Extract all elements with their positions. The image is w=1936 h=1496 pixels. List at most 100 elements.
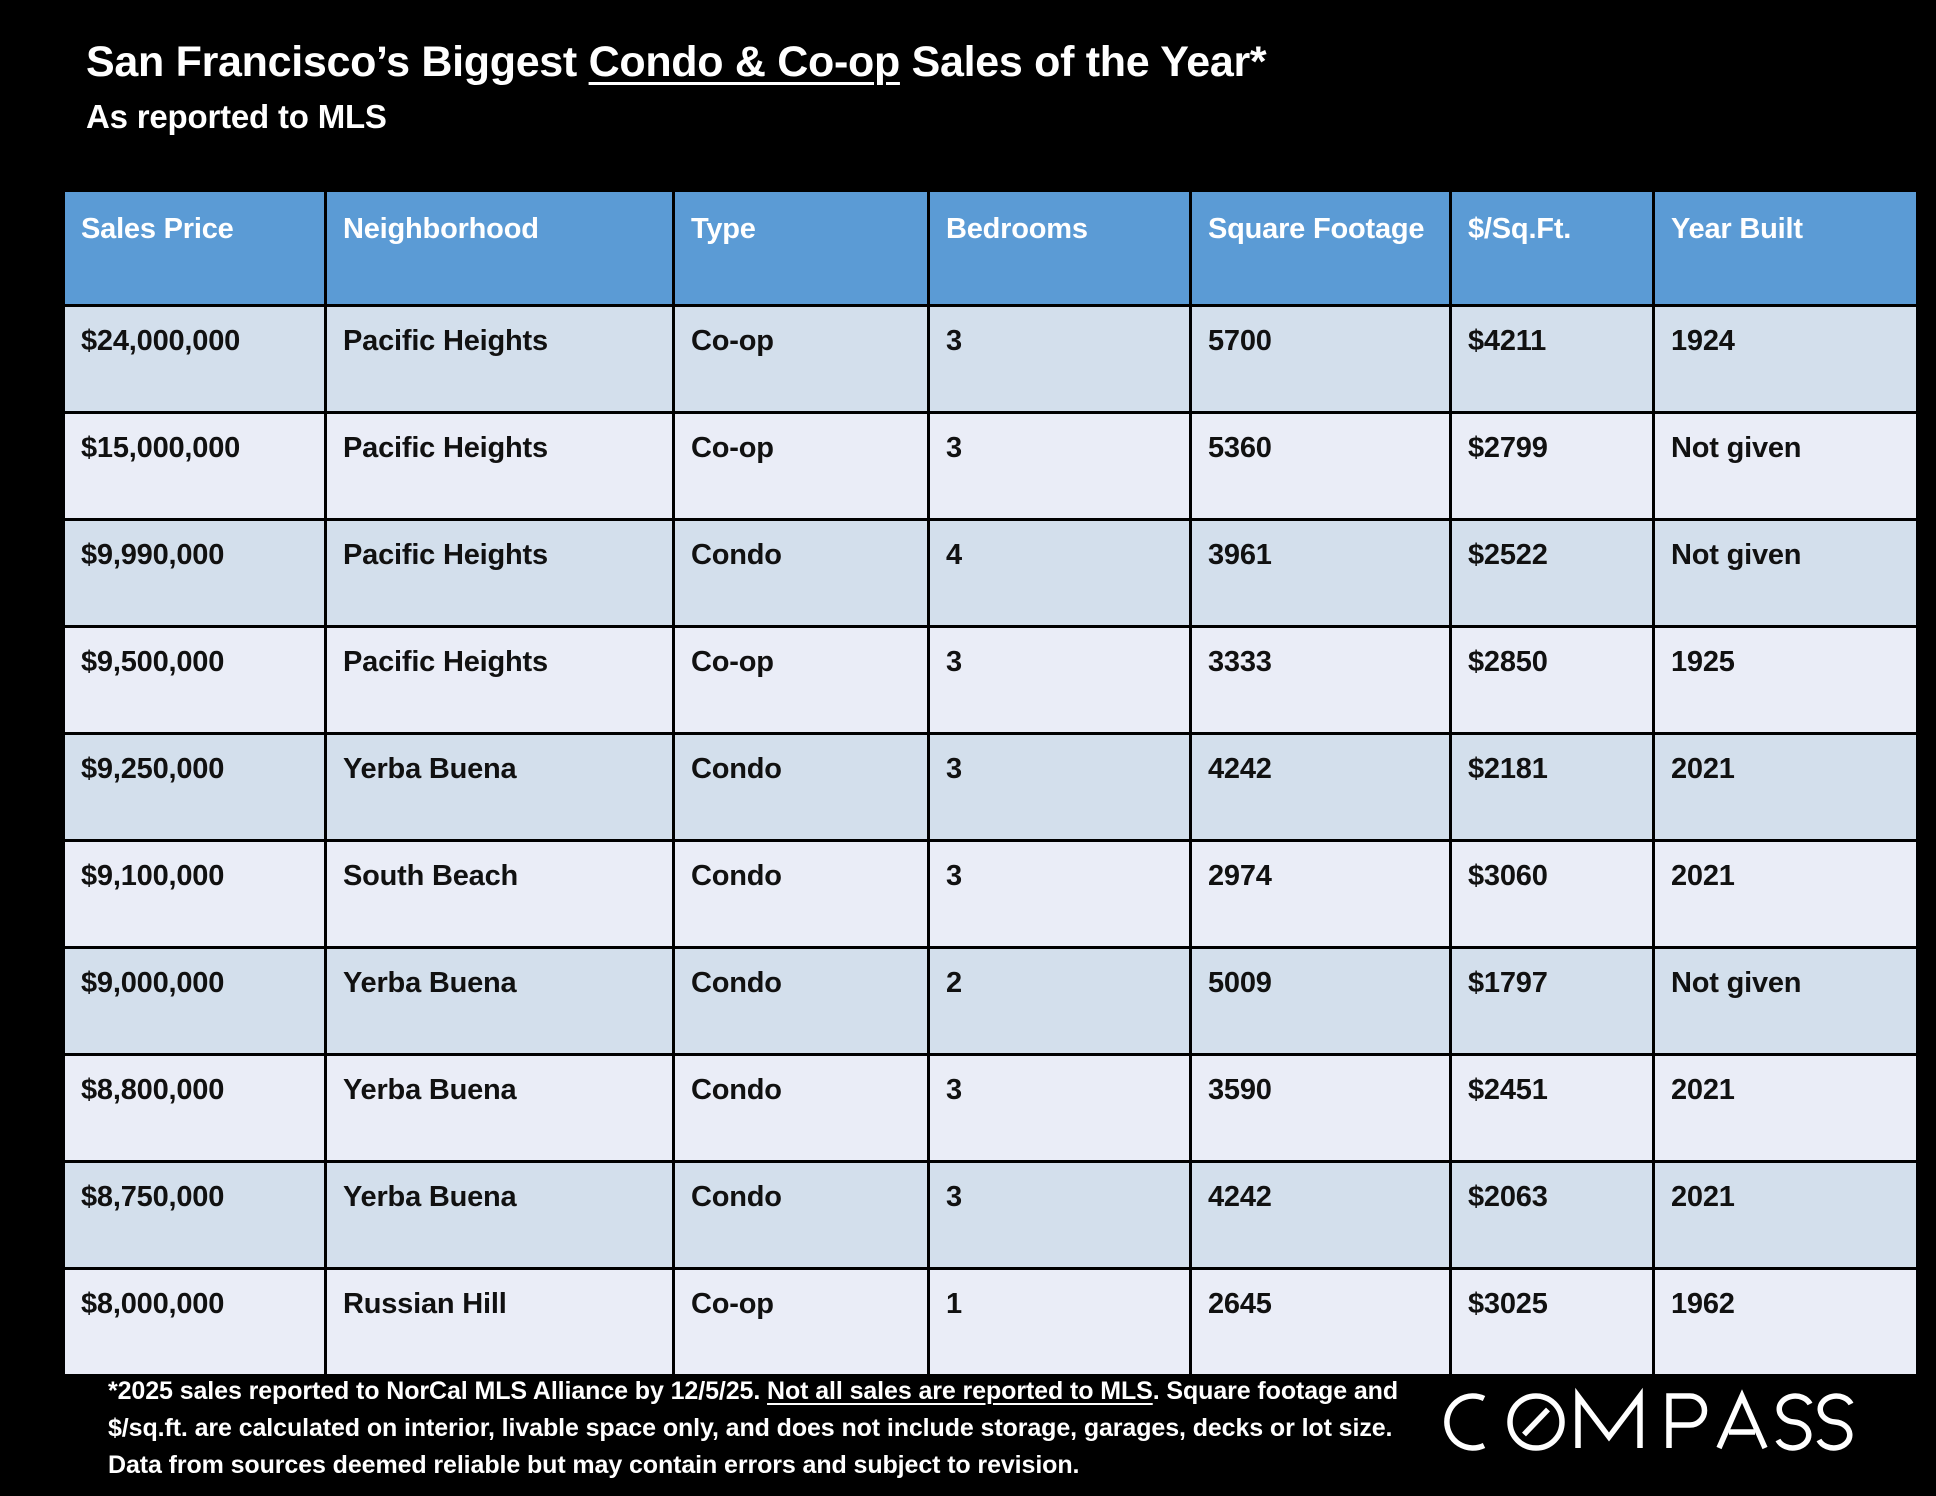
cell-neighborhood: Yerba Buena xyxy=(327,1056,672,1160)
table-row: $9,000,000 Yerba Buena Condo 2 5009 $179… xyxy=(65,949,1916,1053)
cell-sales-price: $8,000,000 xyxy=(65,1270,324,1374)
cell-bedrooms: 3 xyxy=(930,1056,1189,1160)
footnote: *2025 sales reported to NorCal MLS Allia… xyxy=(108,1373,1398,1483)
cell-neighborhood: Yerba Buena xyxy=(327,949,672,1053)
column-header-year-built[interactable]: Year Built xyxy=(1655,192,1916,304)
sales-table-container: Sales Price Neighborhood Type Bedrooms S… xyxy=(62,189,1916,1377)
cell-bedrooms: 1 xyxy=(930,1270,1189,1374)
cell-square-footage: 2645 xyxy=(1192,1270,1449,1374)
cell-bedrooms: 3 xyxy=(930,307,1189,411)
cell-year-built: Not given xyxy=(1655,521,1916,625)
table-row: $9,100,000 South Beach Condo 3 2974 $306… xyxy=(65,842,1916,946)
cell-year-built: 2021 xyxy=(1655,842,1916,946)
compass-logo xyxy=(1437,1382,1857,1464)
cell-price-per-sqft: $2850 xyxy=(1452,628,1652,732)
cell-square-footage: 3590 xyxy=(1192,1056,1449,1160)
table-row: $8,800,000 Yerba Buena Condo 3 3590 $245… xyxy=(65,1056,1916,1160)
cell-type: Condo xyxy=(675,842,927,946)
cell-year-built: 2021 xyxy=(1655,1163,1916,1267)
column-header-type[interactable]: Type xyxy=(675,192,927,304)
cell-neighborhood: South Beach xyxy=(327,842,672,946)
cell-bedrooms: 3 xyxy=(930,628,1189,732)
table-row: $8,000,000 Russian Hill Co-op 1 2645 $30… xyxy=(65,1270,1916,1374)
cell-type: Condo xyxy=(675,1163,927,1267)
cell-price-per-sqft: $2063 xyxy=(1452,1163,1652,1267)
table-row: $15,000,000 Pacific Heights Co-op 3 5360… xyxy=(65,414,1916,518)
cell-neighborhood: Yerba Buena xyxy=(327,1163,672,1267)
cell-price-per-sqft: $2181 xyxy=(1452,735,1652,839)
cell-sales-price: $24,000,000 xyxy=(65,307,324,411)
column-header-price-per-sqft[interactable]: $/Sq.Ft. xyxy=(1452,192,1652,304)
cell-type: Condo xyxy=(675,735,927,839)
cell-sales-price: $9,500,000 xyxy=(65,628,324,732)
cell-sales-price: $15,000,000 xyxy=(65,414,324,518)
table-row: $24,000,000 Pacific Heights Co-op 3 5700… xyxy=(65,307,1916,411)
cell-sales-price: $8,750,000 xyxy=(65,1163,324,1267)
page-subtitle: As reported to MLS xyxy=(86,98,387,136)
title-block: San Francisco’s Biggest Condo & Co-op Sa… xyxy=(86,38,1586,136)
cell-price-per-sqft: $2799 xyxy=(1452,414,1652,518)
cell-square-footage: 3961 xyxy=(1192,521,1449,625)
column-header-square-footage[interactable]: Square Footage xyxy=(1192,192,1449,304)
cell-square-footage: 3333 xyxy=(1192,628,1449,732)
cell-price-per-sqft: $2522 xyxy=(1452,521,1652,625)
cell-square-footage: 5700 xyxy=(1192,307,1449,411)
table-row: $8,750,000 Yerba Buena Condo 3 4242 $206… xyxy=(65,1163,1916,1267)
cell-sales-price: $9,100,000 xyxy=(65,842,324,946)
compass-wordmark-icon xyxy=(1444,1387,1854,1451)
cell-bedrooms: 4 xyxy=(930,521,1189,625)
column-header-bedrooms[interactable]: Bedrooms xyxy=(930,192,1189,304)
cell-year-built: 1924 xyxy=(1655,307,1916,411)
cell-sales-price: $9,250,000 xyxy=(65,735,324,839)
cell-neighborhood: Pacific Heights xyxy=(327,414,672,518)
cell-neighborhood: Pacific Heights xyxy=(327,628,672,732)
table-row: $9,990,000 Pacific Heights Condo 4 3961 … xyxy=(65,521,1916,625)
table-header-row: Sales Price Neighborhood Type Bedrooms S… xyxy=(65,192,1916,304)
cell-price-per-sqft: $1797 xyxy=(1452,949,1652,1053)
footnote-part1: *2025 sales reported to NorCal MLS Allia… xyxy=(108,1377,768,1405)
cell-type: Co-op xyxy=(675,414,927,518)
table-header: Sales Price Neighborhood Type Bedrooms S… xyxy=(65,192,1916,304)
column-header-sales-price[interactable]: Sales Price xyxy=(65,192,324,304)
cell-square-footage: 4242 xyxy=(1192,735,1449,839)
page-title-emphasis: Condo & Co-op xyxy=(588,38,901,86)
cell-square-footage: 5360 xyxy=(1192,414,1449,518)
cell-bedrooms: 3 xyxy=(930,842,1189,946)
table-row: $9,250,000 Yerba Buena Condo 3 4242 $218… xyxy=(65,735,1916,839)
cell-bedrooms: 3 xyxy=(930,1163,1189,1267)
page-title-part1: San Francisco’s Biggest xyxy=(86,38,589,86)
table-body: $24,000,000 Pacific Heights Co-op 3 5700… xyxy=(65,307,1916,1374)
cell-square-footage: 2974 xyxy=(1192,842,1449,946)
column-header-neighborhood[interactable]: Neighborhood xyxy=(327,192,672,304)
table-row: $9,500,000 Pacific Heights Co-op 3 3333 … xyxy=(65,628,1916,732)
cell-bedrooms: 2 xyxy=(930,949,1189,1053)
cell-price-per-sqft: $4211 xyxy=(1452,307,1652,411)
cell-year-built: Not given xyxy=(1655,949,1916,1053)
sales-table: Sales Price Neighborhood Type Bedrooms S… xyxy=(62,189,1919,1377)
cell-year-built: 2021 xyxy=(1655,1056,1916,1160)
page-title-part2: Sales of the Year* xyxy=(899,38,1267,86)
cell-sales-price: $9,000,000 xyxy=(65,949,324,1053)
cell-price-per-sqft: $3060 xyxy=(1452,842,1652,946)
cell-type: Condo xyxy=(675,949,927,1053)
cell-bedrooms: 3 xyxy=(930,735,1189,839)
cell-neighborhood: Russian Hill xyxy=(327,1270,672,1374)
cell-neighborhood: Pacific Heights xyxy=(327,307,672,411)
footnote-emphasis: Not all sales are reported to MLS xyxy=(767,1377,1153,1405)
cell-type: Condo xyxy=(675,1056,927,1160)
cell-square-footage: 4242 xyxy=(1192,1163,1449,1267)
cell-bedrooms: 3 xyxy=(930,414,1189,518)
cell-year-built: Not given xyxy=(1655,414,1916,518)
cell-price-per-sqft: $3025 xyxy=(1452,1270,1652,1374)
footnote-part2: . Square footage and $/sq.ft. are calcul… xyxy=(108,1377,1398,1479)
cell-year-built: 1925 xyxy=(1655,628,1916,732)
cell-sales-price: $9,990,000 xyxy=(65,521,324,625)
cell-price-per-sqft: $2451 xyxy=(1452,1056,1652,1160)
cell-year-built: 2021 xyxy=(1655,735,1916,839)
page-title: San Francisco’s Biggest Condo & Co-op Sa… xyxy=(86,38,1586,87)
cell-neighborhood: Yerba Buena xyxy=(327,735,672,839)
cell-neighborhood: Pacific Heights xyxy=(327,521,672,625)
cell-type: Co-op xyxy=(675,307,927,411)
cell-year-built: 1962 xyxy=(1655,1270,1916,1374)
